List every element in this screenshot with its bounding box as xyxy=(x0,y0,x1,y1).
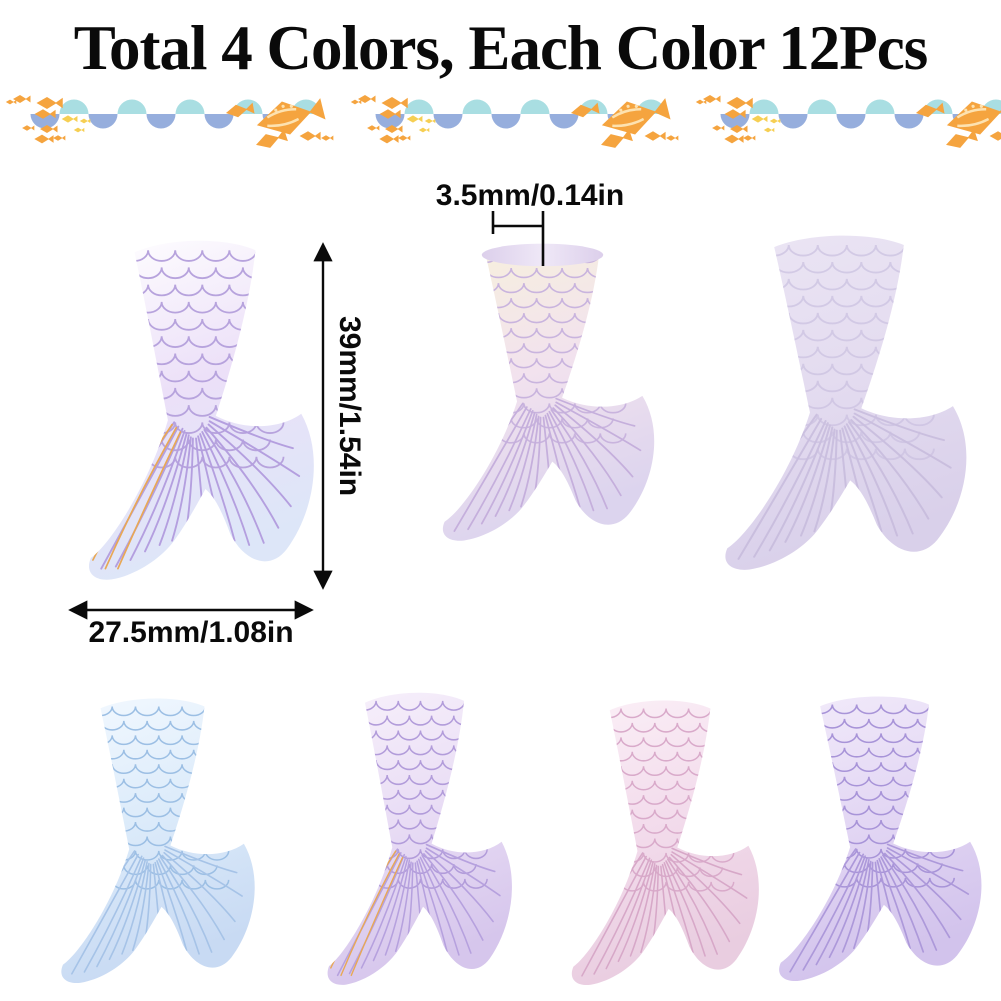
thickness-label: 3.5mm/0.14in xyxy=(435,179,625,212)
tail-bottom-violet-ab xyxy=(779,696,982,982)
wave-fish-border xyxy=(0,86,1001,166)
tail-top-cream-ab-side-view xyxy=(442,243,655,541)
tail-bottom-pink xyxy=(571,700,759,986)
tail-top-lavender-matte xyxy=(725,235,967,570)
tail-bottom-purple-ab xyxy=(327,692,512,985)
page-title: Total 4 Colors, Each Color 12Pcs xyxy=(73,13,929,83)
tail-bottom-blue-ab xyxy=(61,698,255,984)
tail-top-white-purple-ab xyxy=(88,240,314,580)
tail-top-face xyxy=(481,243,604,267)
height-label: 39mm/1.54in xyxy=(333,316,366,497)
width-label: 27.5mm/1.08in xyxy=(88,616,294,649)
